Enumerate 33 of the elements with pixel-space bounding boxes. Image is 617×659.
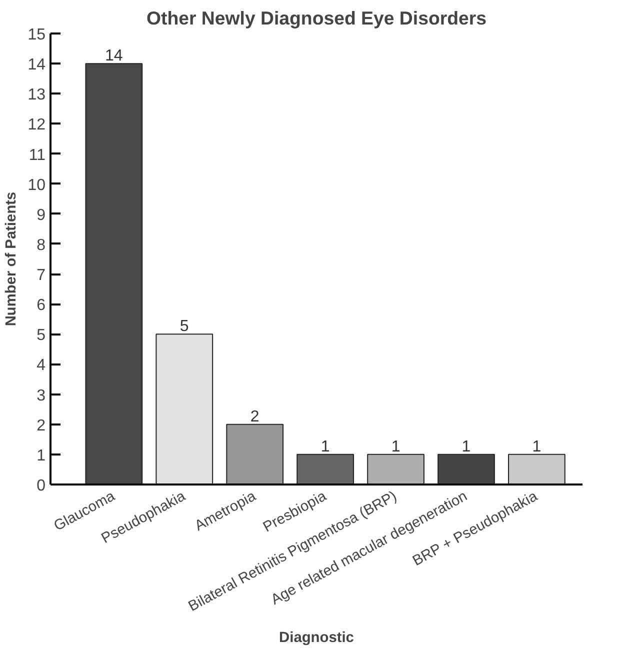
data-label: 5 [180,318,189,336]
y-tick-label: 7 [36,267,46,284]
data-label: 1 [532,438,542,456]
bar [85,63,143,484]
y-tick-label: 1 [36,447,46,464]
chart-title: Other Newly Diagnosed Eye Disorders [146,8,487,28]
y-axis-title: Number of Patients [4,192,20,326]
y-tick-label: 10 [28,176,46,194]
bar [438,454,495,484]
y-tick-label: 12 [28,116,46,134]
y-tick-label: 3 [36,387,46,404]
data-label: 1 [320,438,330,456]
bar [296,454,354,484]
data-label: 1 [462,438,471,456]
data-label: 14 [105,48,123,65]
y-tick-label: 0 [36,478,46,494]
y-tick-label: 8 [36,236,46,254]
bar [508,454,566,484]
bar [226,424,284,484]
bar [367,454,424,484]
y-tick-label: 14 [28,56,46,74]
y-tick-label: 6 [36,297,46,314]
y-tick-label: 9 [36,206,46,224]
data-label: 1 [391,438,400,456]
y-tick-label: 4 [36,357,46,374]
y-tick-label: 13 [28,86,46,104]
data-label: 2 [250,408,260,426]
bar [156,334,214,484]
y-tick-label: 2 [36,417,46,434]
y-tick-label: 11 [28,146,46,164]
y-tick-label: 15 [28,26,46,44]
y-tick-label: 5 [36,327,46,344]
x-axis-title: Diagnostic [279,630,354,646]
